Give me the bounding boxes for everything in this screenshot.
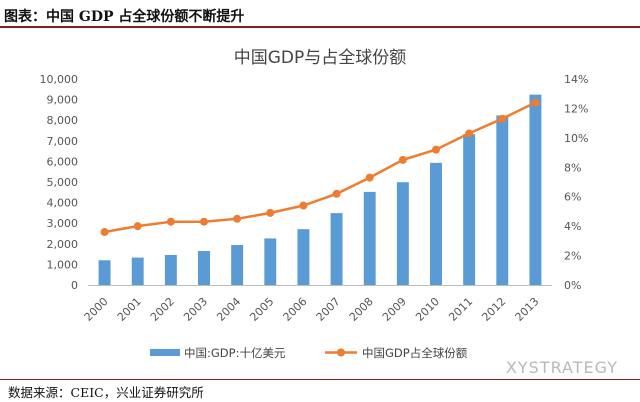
left-axis-tick: 3,000 [47,217,79,230]
x-axis-tick: 2008 [347,295,376,324]
share-point [365,173,374,182]
bar [396,182,409,285]
x-axis-tick: 2003 [181,295,210,324]
x-axis-ticks: 2000 2001 2002 2003 2004 2005 2006 2007 2008 2009… [82,295,542,324]
x-axis-tick: 2001 [115,295,144,324]
bar [198,251,210,285]
left-axis-tick: 2,000 [47,238,79,251]
left-axis-tick: 5,000 [47,176,79,189]
bar [297,229,310,285]
left-axis-tick: 4,000 [47,197,79,210]
x-axis-tick: 2013 [513,295,542,324]
legend: 中国:GDP:十亿美元 中国GDP占全球份额 [150,346,468,360]
bar [463,134,476,285]
header-rule [0,26,640,28]
share-point [432,145,440,154]
line-series [100,98,540,237]
legend-line-marker [337,348,345,357]
left-axis-tick: 7,000 [47,135,79,148]
figure-caption: 图表：中国 GDP 占全球份额不断提升 [4,9,245,25]
legend-bar-label: 中国:GDP:十亿美元 [184,346,286,360]
right-axis-tick: 14% [564,73,588,86]
bar [529,94,542,285]
share-point [299,201,308,210]
chart: 中国GDP与占全球份额 0 1,000 2,000 3,000 4,000 5,000 6,… [40,48,589,360]
bar [330,213,343,285]
share-point [233,214,242,223]
right-axis-tick: 4% [564,220,581,233]
x-axis-tick: 2000 [82,295,111,324]
right-axis: 0% 2% 4% 6% 8% 10% 12% 14% [564,73,588,292]
x-axis-tick: 2010 [413,295,442,324]
left-axis-tick: 1,000 [47,258,79,271]
source-note: 数据来源：CEIC，兴业证券研究所 [8,385,204,400]
legend-bar-swatch [150,349,180,356]
x-axis-tick: 2009 [380,295,409,324]
left-axis-tick: 0 [71,279,78,292]
share-point [398,155,407,164]
x-axis-tick: 2002 [148,295,177,324]
right-axis-tick: 6% [564,191,581,204]
x-axis-tick: 2011 [446,295,475,324]
x-axis-tick: 2004 [214,295,243,324]
share-point [166,217,175,226]
legend-line-label: 中国GDP占全球份额 [362,346,468,360]
x-axis-tick: 2005 [247,295,276,324]
bar [131,257,144,285]
share-point [465,129,474,138]
x-axis-tick: 2012 [479,295,508,324]
share-line [104,101,536,234]
left-axis-tick: 6,000 [47,155,79,168]
header: 图表：中国 GDP 占全球份额不断提升 [0,0,640,30]
bar [264,238,277,285]
right-axis-tick: 8% [564,161,581,174]
bar [363,191,376,285]
bar [98,260,111,285]
right-axis-tick: 12% [564,102,588,115]
left-axis-tick: 10,000 [40,73,79,86]
left-axis: 0 1,000 2,000 3,000 4,000 5,000 6,000 7,000 8,00… [40,73,79,292]
share-point [332,189,341,198]
bar [231,245,244,285]
share-point [133,222,142,231]
share-point [531,98,540,107]
bar [496,115,509,285]
right-axis-tick: 2% [564,250,581,263]
share-point [200,217,208,226]
chart-title: 中国GDP与占全球份额 [234,48,407,68]
right-axis-tick: 0% [564,279,581,292]
right-axis-tick: 10% [564,132,588,145]
bar-series [98,94,542,285]
share-point [266,208,275,217]
footer-rule [0,379,640,380]
bar [164,254,177,285]
share-point [498,114,507,123]
watermark: XYSTRATEGY [505,358,618,377]
share-point [100,228,109,237]
x-axis-tick: 2006 [281,295,310,324]
left-axis-tick: 9,000 [47,94,79,107]
x-axis-tick: 2007 [314,295,343,324]
left-axis-tick: 8,000 [47,114,79,127]
bar [430,162,442,285]
